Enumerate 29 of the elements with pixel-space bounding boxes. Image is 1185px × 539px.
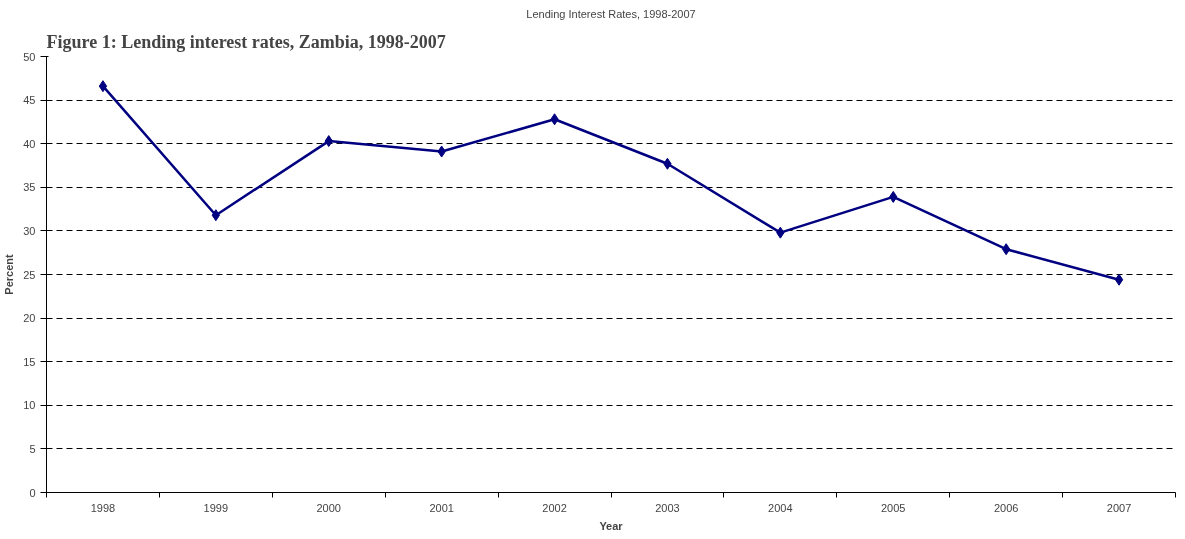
- y-tick-label: 50: [23, 50, 36, 63]
- y-tick-label: 40: [23, 137, 36, 150]
- x-tick-label: 2001: [429, 501, 454, 514]
- x-tick-label: 1998: [90, 501, 116, 514]
- x-tick-label: 1999: [203, 501, 229, 514]
- point: [1001, 243, 1011, 256]
- y-tick-label: 0: [29, 486, 36, 499]
- point: [98, 80, 108, 93]
- chart-title: Lending Interest Rates, 1998-2007: [526, 7, 696, 20]
- x-tick-label: 2005: [881, 501, 906, 514]
- y-tick-label: 25: [23, 268, 36, 281]
- x-tick-label: 2007: [1106, 501, 1132, 514]
- x-axis-title: Year: [599, 519, 624, 532]
- caption: Figure 1: Lending interest rates, Zambia, 1998-2007: [46, 31, 446, 52]
- y-tick-label: 15: [23, 355, 36, 368]
- x-tick-label: 2000: [316, 501, 341, 514]
- y-tick-label: 45: [23, 94, 36, 107]
- point: [1114, 273, 1124, 286]
- y-tick-label: 30: [23, 224, 36, 237]
- x-tick-label: 2004: [768, 501, 793, 514]
- x-tick-label: 2006: [993, 501, 1019, 514]
- y-axis-title: Percent: [3, 253, 16, 295]
- y-tick-label: 10: [23, 399, 36, 412]
- y-tick-label: 5: [29, 442, 36, 455]
- x-tick-label: 2003: [655, 501, 680, 514]
- y-tick-label: 35: [23, 181, 36, 194]
- x-tick-label: 2002: [542, 501, 567, 514]
- point: [211, 209, 221, 222]
- y-tick-label: 20: [23, 312, 36, 325]
